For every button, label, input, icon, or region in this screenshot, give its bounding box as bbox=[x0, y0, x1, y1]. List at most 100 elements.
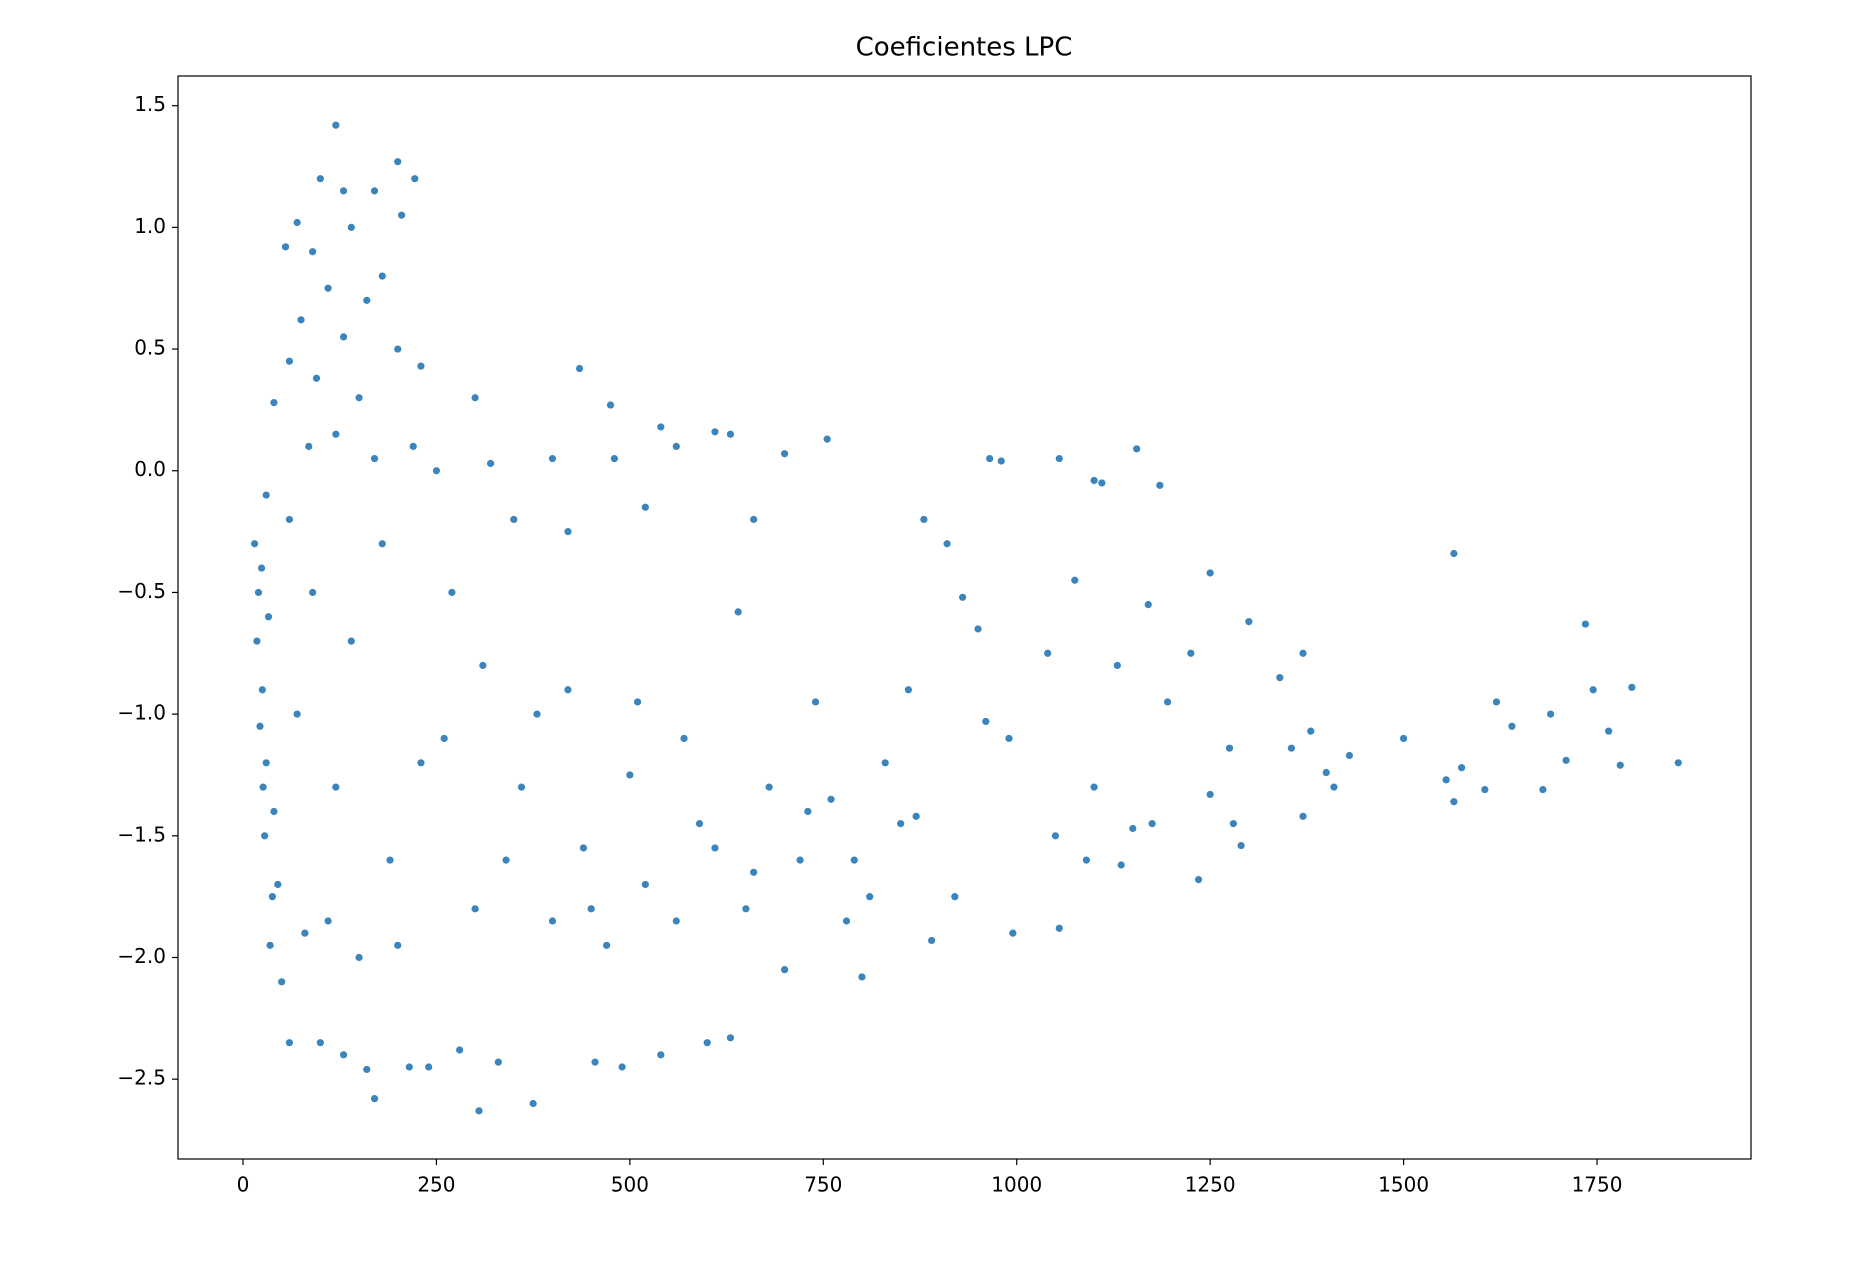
scatter-point bbox=[259, 783, 267, 791]
scatter-point bbox=[529, 1099, 537, 1108]
scatter-point bbox=[1044, 649, 1052, 657]
scatter-point bbox=[881, 759, 889, 767]
scatter-point bbox=[409, 442, 417, 451]
scatter-point bbox=[657, 423, 665, 431]
scatter-point bbox=[1299, 812, 1307, 820]
scatter-point bbox=[1581, 620, 1590, 628]
scatter-point bbox=[904, 686, 913, 694]
scatter-point bbox=[309, 588, 317, 597]
scatter-point bbox=[1237, 841, 1245, 850]
scatter-point bbox=[268, 893, 276, 901]
scatter-point bbox=[1055, 454, 1063, 463]
scatter-point bbox=[1129, 824, 1137, 833]
scatter-point bbox=[262, 491, 270, 499]
scatter-point bbox=[618, 1063, 626, 1071]
scatter-point bbox=[1276, 674, 1284, 682]
scatter-point bbox=[253, 637, 261, 645]
scatter-point bbox=[378, 540, 386, 548]
scatter-point bbox=[270, 399, 278, 407]
scatter-point bbox=[394, 345, 402, 353]
scatter-point bbox=[1098, 479, 1106, 487]
x-tick-label: 1500 bbox=[1378, 1173, 1429, 1197]
scatter-point bbox=[254, 588, 263, 597]
scatter-point bbox=[1674, 759, 1682, 767]
scatter-point bbox=[266, 941, 274, 949]
y-tick-label: 0.5 bbox=[134, 336, 166, 360]
scatter-point bbox=[765, 783, 773, 791]
scatter-point bbox=[293, 218, 301, 227]
scatter-point bbox=[316, 1039, 324, 1047]
scatter-point bbox=[1090, 783, 1098, 791]
scatter-point bbox=[781, 450, 789, 458]
scatter-point bbox=[750, 868, 758, 876]
scatter-point bbox=[703, 1039, 711, 1047]
scatter-point bbox=[355, 394, 363, 402]
scatter-point bbox=[811, 698, 820, 706]
scatter-point bbox=[285, 515, 294, 524]
scatter-point bbox=[370, 454, 379, 463]
chart-title: Coeficientes LPC bbox=[856, 33, 1073, 63]
scatter-point bbox=[548, 917, 557, 925]
scatter-point bbox=[394, 158, 402, 166]
scatter-point bbox=[1345, 751, 1354, 760]
scatter-point bbox=[386, 856, 394, 864]
scatter-point bbox=[804, 807, 812, 816]
scatter-point bbox=[394, 941, 402, 949]
y-tick-label: 1.5 bbox=[134, 92, 166, 116]
scatter-point bbox=[974, 625, 982, 633]
scatter-point bbox=[324, 284, 332, 292]
y-tick-label: −2.0 bbox=[117, 944, 166, 968]
scatter-point bbox=[1539, 785, 1547, 794]
scatter-point bbox=[866, 893, 874, 901]
scatter-point bbox=[1225, 744, 1234, 752]
scatter-point bbox=[471, 905, 479, 913]
scatter-point bbox=[261, 832, 269, 840]
scatter-point bbox=[297, 316, 305, 324]
scatter-point bbox=[479, 661, 487, 670]
scatter-point bbox=[494, 1058, 502, 1066]
scatter-point bbox=[564, 527, 572, 536]
scatter-point bbox=[1164, 698, 1172, 706]
y-tick-label: −0.5 bbox=[117, 579, 166, 603]
scatter-point bbox=[293, 710, 301, 718]
scatter-point bbox=[370, 1095, 379, 1103]
scatter-point bbox=[250, 540, 259, 548]
scatter-point bbox=[564, 686, 572, 694]
scatter-point bbox=[1299, 649, 1307, 657]
scatter-point bbox=[378, 272, 386, 280]
scatter-point bbox=[726, 1034, 735, 1042]
scatter-point bbox=[1117, 861, 1125, 869]
scatter-point bbox=[1194, 876, 1203, 884]
scatter-point bbox=[626, 771, 634, 779]
scatter-point bbox=[363, 1065, 371, 1074]
scatter-point bbox=[579, 844, 588, 852]
scatter-point bbox=[657, 1051, 665, 1059]
scatter-point bbox=[1562, 756, 1570, 764]
scatter-point bbox=[672, 442, 680, 451]
scatter-point bbox=[734, 608, 742, 616]
scatter-point bbox=[305, 442, 313, 451]
scatter-point bbox=[912, 812, 920, 820]
scatter-point bbox=[533, 710, 541, 718]
scatter-point bbox=[641, 503, 649, 511]
scatter-point bbox=[726, 430, 735, 438]
scatter-point bbox=[1187, 649, 1195, 657]
scatter-point bbox=[1090, 476, 1098, 485]
scatter-point bbox=[502, 856, 510, 864]
x-tick-label: 1250 bbox=[1185, 1173, 1236, 1197]
scatter-point bbox=[943, 540, 951, 548]
scatter-point bbox=[1330, 783, 1338, 791]
scatter-point bbox=[1458, 764, 1466, 772]
x-tick-label: 750 bbox=[804, 1173, 842, 1197]
scatter-point bbox=[363, 296, 371, 304]
y-tick-label: −1.0 bbox=[117, 701, 166, 725]
scatter-point bbox=[606, 401, 615, 409]
scatter-point bbox=[355, 953, 363, 962]
scatter-point bbox=[312, 374, 321, 382]
scatter-point bbox=[475, 1107, 483, 1115]
scatter-point bbox=[347, 637, 355, 645]
scatter-point bbox=[1605, 727, 1613, 735]
scatter-point bbox=[1206, 790, 1214, 799]
scatter-point bbox=[274, 880, 282, 889]
